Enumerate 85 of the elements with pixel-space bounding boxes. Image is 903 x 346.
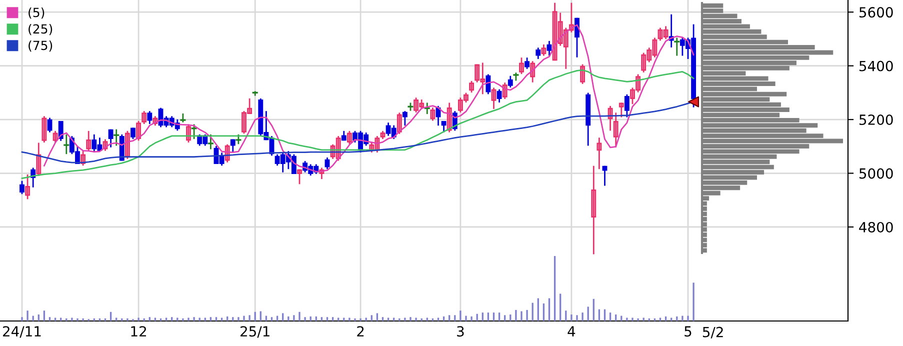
candlestick [618, 102, 624, 118]
candlestick [191, 124, 197, 140]
text: 5/2 [702, 326, 723, 338]
y-tick-label: 5200 [859, 114, 893, 126]
candlestick [25, 174, 30, 200]
y-tick-label: 5000 [859, 168, 893, 179]
x-tick-label: 5 [684, 326, 692, 337]
y-tick-label: 4800 [859, 222, 893, 232]
candlestick [508, 76, 513, 88]
candlestick [491, 88, 496, 109]
candlestick [42, 116, 47, 143]
candlestick [658, 28, 663, 41]
candlestick [486, 74, 491, 94]
candlestick [580, 64, 586, 84]
y-tick-label: 5600 [859, 7, 893, 18]
candlestick [636, 74, 641, 92]
candlestick [47, 118, 52, 132]
candlestick [441, 120, 446, 132]
candlestick [652, 38, 658, 58]
candlestick [346, 130, 352, 144]
legend-label: (5) [28, 8, 44, 19]
candlestick [524, 58, 530, 69]
candlestick [419, 100, 424, 110]
x-tick-label: 4 [568, 326, 576, 336]
candlestick [502, 82, 508, 100]
candlestick [646, 48, 652, 62]
candlestick [591, 166, 596, 254]
x-tick-label: 3 [457, 326, 464, 337]
candlestick [186, 124, 191, 143]
candlestick [230, 139, 236, 152]
candlestick [624, 94, 630, 118]
candlestick [142, 111, 147, 124]
candlestick [602, 166, 608, 186]
candlestick [396, 112, 402, 134]
candlestick [530, 61, 536, 82]
candlestick [324, 158, 330, 170]
legend-label: (75) [28, 40, 52, 52]
candlestick [20, 180, 24, 194]
candlestick [546, 40, 552, 56]
candlestick [563, 28, 568, 69]
candlestick [52, 130, 58, 143]
candlestick [469, 80, 474, 93]
candlestick [136, 120, 142, 141]
candlestick [630, 88, 635, 104]
candlestick [36, 142, 42, 176]
candlestick [552, 2, 558, 61]
candlestick [641, 52, 646, 72]
candlestick [297, 169, 302, 184]
candlestick [108, 129, 114, 148]
candlestick [596, 138, 602, 170]
candlestick [458, 98, 463, 112]
candlestick [519, 58, 524, 74]
candlestick [674, 38, 680, 56]
candlestick [80, 151, 86, 166]
candlestick [496, 89, 502, 102]
candlestick [558, 12, 563, 46]
x-tick-label: 2 [357, 326, 364, 336]
candlestick [414, 98, 419, 112]
x-tick-label: 12 [131, 326, 146, 336]
candlestick [114, 129, 120, 146]
candlestick [380, 130, 386, 140]
line-series [21, 69, 694, 180]
candlestick [86, 130, 92, 151]
candlestick [480, 62, 486, 94]
candlestick [402, 111, 408, 126]
candlestick [242, 111, 246, 134]
candlestick [474, 64, 480, 82]
candlestick [208, 134, 214, 150]
x-tick-label: 24/11 [3, 326, 41, 338]
x-tick-label: 25/1 [240, 326, 270, 338]
candlestick [247, 98, 252, 114]
candlestick [536, 48, 541, 59]
candlestick [663, 26, 668, 40]
candlestick [541, 44, 546, 56]
candlestick [147, 111, 152, 124]
candlestick [130, 128, 136, 140]
candlestick [424, 102, 430, 114]
candlestick [64, 134, 70, 154]
candlestick [252, 91, 258, 96]
candlestick [613, 112, 618, 148]
legend-label: (25) [28, 24, 52, 36]
candlestick [124, 130, 130, 159]
candlestick [430, 108, 436, 121]
y-tick-label: 5400 [859, 60, 893, 72]
candlestick [574, 18, 580, 58]
